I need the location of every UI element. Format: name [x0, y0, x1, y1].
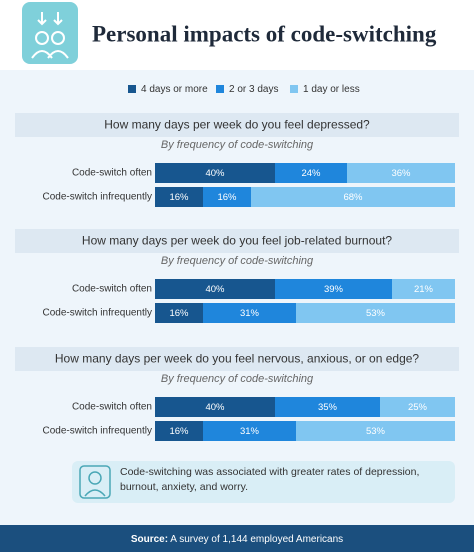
- bar-segment: [392, 279, 455, 299]
- bar-segment: [275, 163, 347, 183]
- category-label: Code-switch infrequently: [43, 192, 153, 203]
- value-label: 53%: [366, 426, 386, 437]
- header: [0, 0, 474, 70]
- bar-segment: [347, 163, 455, 183]
- legend-swatch: [290, 85, 298, 93]
- value-label: 21%: [414, 284, 434, 295]
- legend-label: 4 days or more: [141, 84, 208, 95]
- value-label: 68%: [343, 192, 363, 203]
- value-label: 16%: [169, 308, 189, 319]
- category-label: Code-switch infrequently: [43, 308, 153, 319]
- value-label: 16%: [169, 192, 189, 203]
- bar-segment: [155, 397, 275, 417]
- bar-segment: [380, 397, 455, 417]
- chart-title: How many days per week do you feel nervo…: [55, 352, 420, 366]
- chart-subtitle: By frequency of code-switching: [161, 255, 314, 267]
- bar-segment: [275, 397, 380, 417]
- legend-swatch: [216, 85, 224, 93]
- category-label: Code-switch often: [72, 402, 152, 413]
- bar-segment: [251, 187, 455, 207]
- legend-label: 2 or 3 days: [229, 84, 278, 95]
- bar-segment: [296, 303, 455, 323]
- chart-subtitle: By frequency of code-switching: [161, 373, 314, 385]
- chart-title: How many days per week do you feel depre…: [104, 118, 370, 132]
- footer: [0, 525, 474, 552]
- chart-subtitle: By frequency of code-switching: [161, 139, 314, 151]
- value-label: 36%: [391, 168, 411, 179]
- bar-segment: [296, 421, 455, 441]
- note-container: Code-switching was associated with great…: [120, 466, 420, 493]
- bar-segment: [155, 303, 203, 323]
- icon-people: [31, 12, 69, 59]
- value-label: 16%: [217, 192, 237, 203]
- value-label: 40%: [205, 168, 225, 179]
- note-box: [72, 461, 455, 503]
- header-icon: [22, 2, 78, 64]
- note: Code-switching was associated with great…: [120, 466, 420, 493]
- bar-segment: [155, 187, 203, 207]
- value-label: 31%: [240, 308, 260, 319]
- value-label: 40%: [205, 284, 225, 295]
- value-label: 53%: [366, 308, 386, 319]
- category-label: Code-switch often: [72, 168, 152, 179]
- value-label: 35%: [318, 402, 338, 413]
- bar-segment: [203, 421, 296, 441]
- source-text: A survey of 1,144 employed Americans: [170, 534, 343, 545]
- chart-title: How many days per week do you feel job-r…: [82, 234, 393, 248]
- value-label: 24%: [301, 168, 321, 179]
- value-label: 16%: [169, 426, 189, 437]
- category-label: Code-switch infrequently: [43, 426, 153, 437]
- legend-label: 1 day or less: [303, 84, 360, 95]
- bar-segment: [155, 163, 275, 183]
- question-band: [15, 113, 459, 137]
- bar-segment: [155, 279, 275, 299]
- question-band: [15, 229, 459, 253]
- bar-segment: [203, 303, 296, 323]
- bar-segment: [203, 187, 251, 207]
- source: Source: A survey of 1,144 employed Ameri…: [131, 534, 343, 545]
- legend-swatch: [128, 85, 136, 93]
- bar-segment: [275, 279, 392, 299]
- charts: 4 days or more 2 or 3 days 1 day or less Ho…: [15, 84, 459, 441]
- value-label: 25%: [408, 402, 428, 413]
- source-label: Source:: [131, 534, 168, 545]
- bar-segment: [155, 421, 203, 441]
- category-label: Code-switch often: [72, 284, 152, 295]
- question-band: [15, 347, 459, 371]
- value-label: 39%: [324, 284, 344, 295]
- value-label: 31%: [240, 426, 260, 437]
- page-title: Personal impacts of code-switching: [92, 21, 437, 46]
- value-label: 40%: [205, 402, 225, 413]
- note-icon: [79, 465, 111, 499]
